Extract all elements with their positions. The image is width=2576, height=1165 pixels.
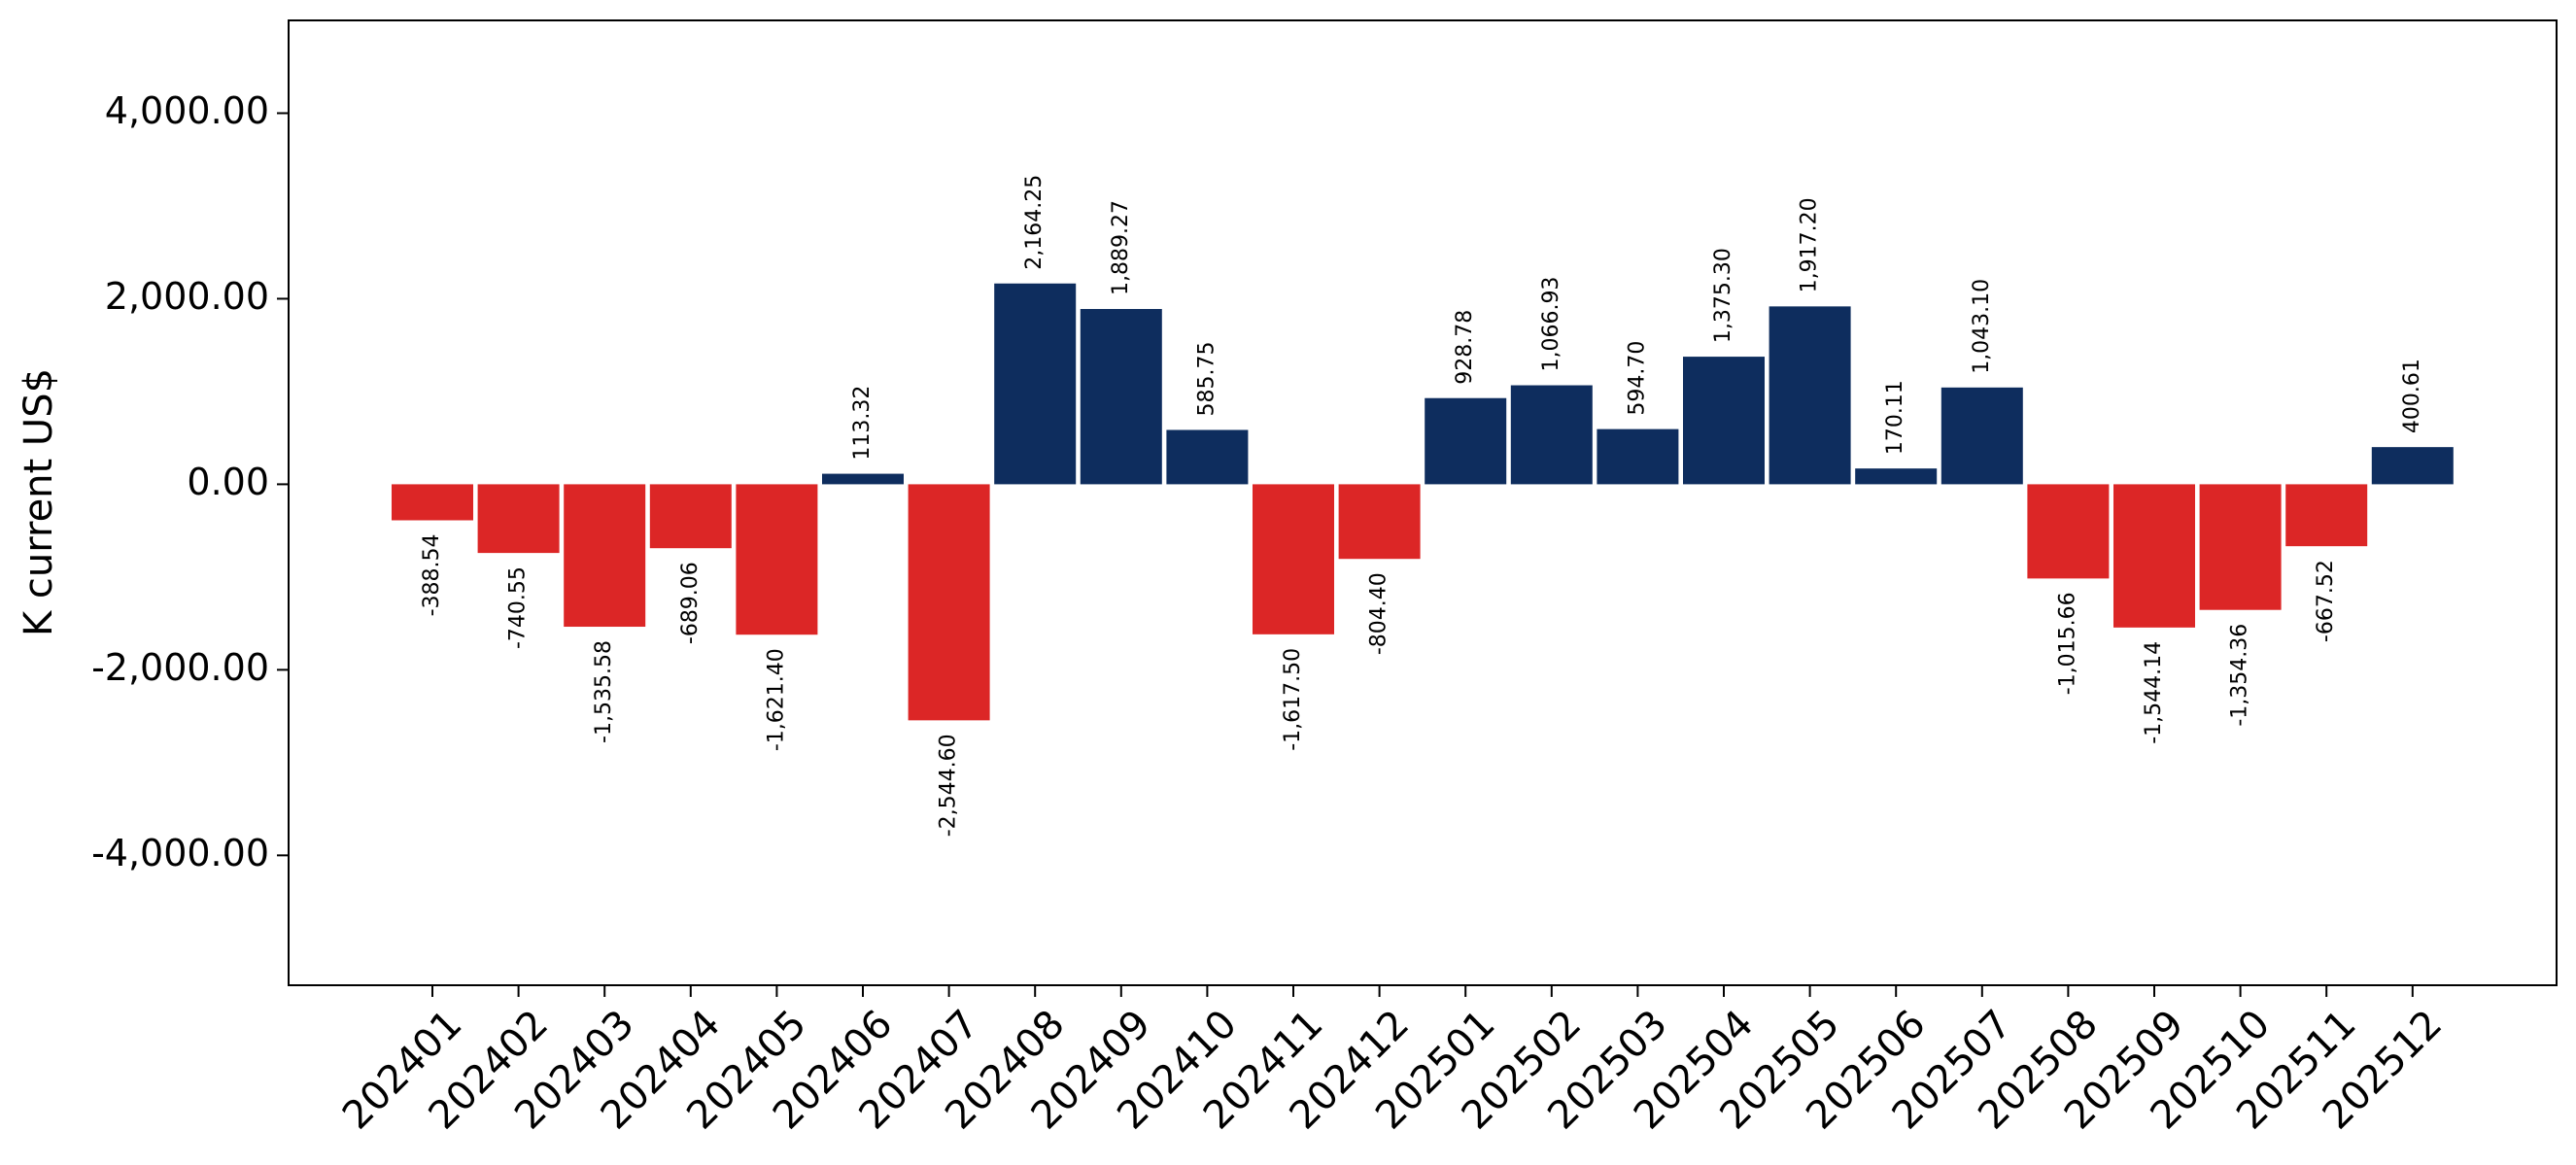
data-label: -2,544.60 <box>937 734 961 837</box>
y-tick-label: 4,000.00 <box>105 89 269 132</box>
data-label: 170.11 <box>1883 380 1907 455</box>
y-tick-label: 0.00 <box>187 461 269 503</box>
data-label: 2,164.25 <box>1022 175 1047 270</box>
data-label: 1,917.20 <box>1798 197 1822 292</box>
y-tick-label: -2,000.00 <box>91 646 269 689</box>
bar <box>1855 468 1938 485</box>
bar <box>392 484 473 521</box>
data-label: -1,535.58 <box>592 640 616 743</box>
data-label: 113.32 <box>850 386 875 461</box>
bar <box>1425 397 1507 485</box>
bar <box>822 473 904 485</box>
bar <box>1080 309 1162 485</box>
data-label: 928.78 <box>1453 310 1477 385</box>
bars <box>392 283 2454 721</box>
bar <box>2371 447 2454 485</box>
data-label: -1,617.50 <box>1281 648 1305 751</box>
data-label: 1,066.93 <box>1539 277 1563 372</box>
data-label: 585.75 <box>1194 341 1219 416</box>
data-label: -740.55 <box>506 566 531 649</box>
bar <box>1166 429 1249 485</box>
data-label: -1,544.14 <box>2142 641 2166 744</box>
bar <box>564 484 646 628</box>
data-label: -388.54 <box>420 534 444 617</box>
bar <box>1597 428 1679 485</box>
data-label: -1,015.66 <box>2055 592 2079 695</box>
bar <box>736 484 818 635</box>
bar <box>2027 484 2110 579</box>
y-axis-label: K current US$ <box>17 368 61 636</box>
y-axis: -4,000.00 -2,000.00 0.00 2,000.00 4,000.00 <box>91 89 289 874</box>
bar <box>908 484 990 721</box>
bar <box>1510 385 1593 485</box>
data-label: -1,354.36 <box>2228 624 2252 727</box>
bar <box>1941 387 2023 485</box>
bar <box>2199 484 2282 610</box>
data-label: 1,889.27 <box>1109 200 1133 295</box>
bar <box>649 484 732 549</box>
data-label: 1,043.10 <box>1970 279 1994 374</box>
data-label: -689.06 <box>678 562 703 644</box>
y-tick-label: 2,000.00 <box>105 275 269 318</box>
data-label: 1,375.30 <box>1711 248 1735 343</box>
bar <box>1769 306 1851 485</box>
data-labels: -388.54 -740.55 -1,535.58 -689.06 -1,621.40 1… <box>420 175 2424 837</box>
bar <box>1683 357 1765 485</box>
bar <box>1338 484 1421 560</box>
data-label: -804.40 <box>1367 572 1391 655</box>
bar <box>994 283 1077 485</box>
data-label: 594.70 <box>1625 341 1649 416</box>
bar <box>477 484 560 554</box>
data-label: 400.61 <box>2400 359 2424 433</box>
data-label: -667.52 <box>2314 560 2338 642</box>
bar <box>1253 484 1334 634</box>
y-tick-label: -4,000.00 <box>91 832 269 874</box>
bar <box>2285 484 2368 547</box>
x-axis: 2024012024022024032024042024052024062024… <box>334 985 2451 1138</box>
data-label: -1,621.40 <box>764 648 788 751</box>
bar <box>2113 484 2195 628</box>
